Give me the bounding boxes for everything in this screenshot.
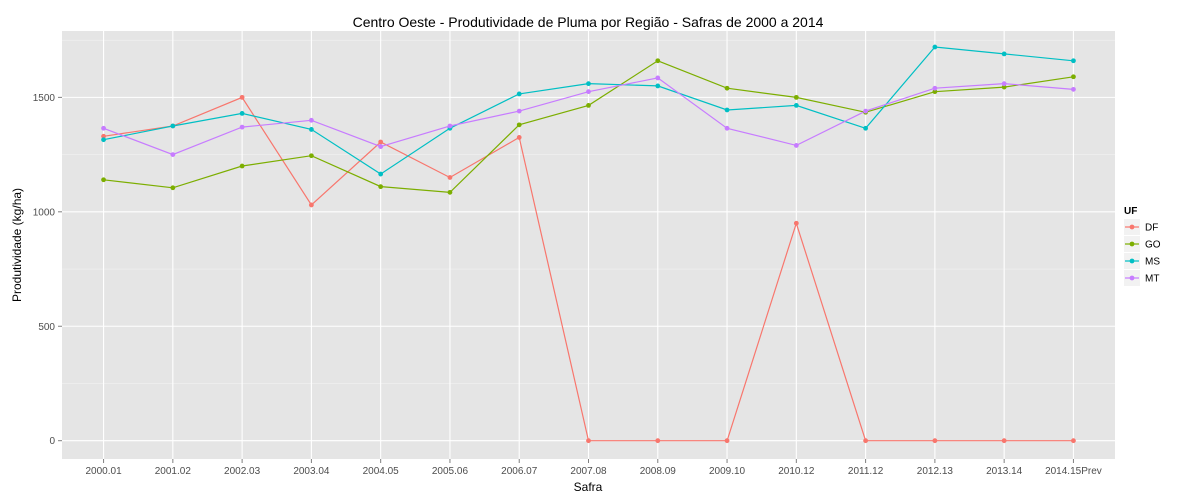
legend-key-point [1129, 258, 1135, 264]
data-point-df [308, 202, 314, 208]
data-point-go [724, 85, 730, 91]
data-point-go [516, 122, 522, 128]
x-tick-label: 2001.02 [155, 466, 192, 477]
legend: UF DF GO MS MT [1124, 206, 1161, 286]
data-point-mt [793, 143, 799, 148]
data-point-ms [308, 127, 314, 132]
data-point-go [793, 94, 799, 100]
data-point-go [170, 185, 176, 191]
data-point-ms [793, 102, 799, 108]
x-tick-label: 2008.09 [640, 466, 677, 477]
series-points [101, 44, 1076, 444]
data-point-go [308, 153, 314, 159]
data-point-df [239, 94, 245, 100]
data-point-ms [1001, 51, 1007, 57]
data-point-go [1071, 74, 1076, 80]
data-point-df [863, 438, 869, 444]
data-point-ms [863, 125, 869, 131]
data-point-ms [170, 123, 176, 129]
data-point-df [793, 220, 799, 226]
data-point-mt [170, 152, 176, 157]
x-tick-label: 2009.10 [709, 466, 746, 477]
data-point-ms [586, 81, 591, 87]
legend-key-point [1129, 275, 1135, 281]
data-point-mt [1071, 86, 1076, 92]
data-point-df [1071, 438, 1076, 444]
legend-label-go: GO [1145, 240, 1161, 251]
data-point-df [447, 175, 453, 180]
data-point-ms [724, 107, 730, 113]
data-point-ms [101, 137, 106, 143]
data-point-ms [239, 110, 245, 116]
data-point-mt [239, 124, 245, 130]
data-point-mt [724, 125, 730, 131]
x-tick-label: 2006.07 [501, 466, 538, 477]
data-point-df [1001, 438, 1007, 444]
x-tick-label: 2011.12 [848, 466, 884, 477]
x-tick-label: 2002.03 [224, 466, 261, 477]
data-point-df [101, 133, 106, 139]
x-tick-label: 2013.14 [986, 466, 1023, 477]
data-point-df [586, 438, 591, 444]
data-point-df [724, 438, 730, 444]
data-point-mt [516, 108, 522, 114]
data-point-ms [655, 83, 661, 89]
data-point-go [239, 163, 245, 169]
data-point-mt [586, 89, 591, 95]
data-point-ms [1071, 58, 1076, 64]
data-point-go [655, 58, 661, 64]
data-point-mt [447, 123, 453, 129]
x-tick-label: 2003.04 [293, 466, 330, 477]
x-tick-label: 2007.08 [570, 466, 607, 477]
y-tick-label: 1500 [33, 93, 56, 104]
data-point-mt [378, 144, 384, 149]
legend-title: UF [1124, 206, 1137, 217]
data-point-go [932, 89, 938, 95]
data-point-go [101, 177, 106, 183]
x-tick-label: 2004.05 [363, 466, 400, 477]
data-point-ms [378, 171, 384, 177]
chart-title: Centro Oeste - Produtividade de Pluma po… [353, 14, 824, 30]
legend-label-df: DF [1145, 223, 1158, 234]
x-tick-label: 2012.13 [917, 466, 954, 477]
data-point-mt [655, 75, 661, 81]
x-tick-label: 2005.06 [432, 466, 469, 477]
y-axis-ticks: 0 500 1000 1500 [33, 93, 62, 447]
data-point-df [655, 438, 661, 444]
x-tick-label: 2010.12 [778, 466, 815, 477]
data-point-df [516, 135, 522, 140]
data-point-go [1001, 84, 1007, 90]
data-point-mt [863, 108, 869, 114]
data-point-ms [516, 91, 522, 97]
data-point-df [932, 438, 938, 444]
data-point-mt [308, 117, 314, 123]
y-tick-label: 500 [38, 322, 55, 333]
data-point-mt [1001, 81, 1007, 87]
legend-label-mt: MT [1145, 274, 1159, 285]
data-point-ms [932, 44, 938, 50]
y-tick-label: 1000 [33, 207, 56, 218]
data-point-mt [101, 125, 106, 131]
data-point-go [586, 102, 591, 108]
x-tick-label: 2000.01 [85, 466, 122, 477]
legend-key-point [1129, 224, 1135, 230]
data-point-mt [932, 85, 938, 91]
legend-label-ms: MS [1145, 257, 1160, 268]
data-point-df [378, 139, 384, 145]
data-point-go [378, 184, 384, 190]
y-axis-label: Produtividade (kg/ha) [10, 188, 24, 302]
legend-key-point [1129, 241, 1135, 247]
data-point-go [447, 189, 453, 195]
x-axis-ticks: 2000.01 2001.02 2002.03 2003.04 2004.05 2005.… [85, 459, 1102, 477]
gridlines [62, 31, 1115, 459]
y-tick-label: 0 [49, 436, 55, 447]
x-tick-label: 2014.15Prev [1045, 466, 1102, 477]
x-axis-label: Safra [574, 480, 603, 494]
